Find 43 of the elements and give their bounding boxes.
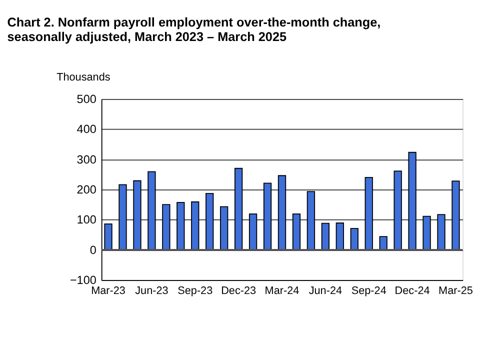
x-tick-label: Mar-24 bbox=[264, 285, 300, 298]
bar bbox=[292, 213, 301, 250]
bar bbox=[437, 214, 446, 250]
bar bbox=[220, 206, 228, 250]
y-tick-label: 200 bbox=[76, 184, 97, 197]
x-tick-label: Dec-24 bbox=[394, 285, 430, 298]
y-axis-title: Thousands bbox=[56, 71, 111, 84]
text: Chart 2. Nonfarm payroll employment over-the-month change, bbox=[7, 16, 381, 30]
bar bbox=[452, 180, 460, 250]
text: seasonally adjusted, March 2023 – March 2025 bbox=[7, 30, 287, 44]
bar bbox=[133, 180, 142, 250]
bar bbox=[394, 170, 402, 250]
bar bbox=[350, 228, 358, 250]
bar bbox=[148, 171, 156, 250]
bar bbox=[422, 216, 431, 250]
bar bbox=[176, 202, 185, 250]
bar bbox=[118, 184, 127, 250]
bar bbox=[263, 182, 272, 250]
x-tick-label: Mar-23 bbox=[91, 285, 126, 298]
bar bbox=[306, 191, 316, 250]
y-tick-label: 300 bbox=[76, 153, 97, 166]
bar bbox=[379, 236, 388, 250]
bar bbox=[248, 213, 258, 250]
x-tick-label: Jun-23 bbox=[135, 285, 168, 298]
x-tick-label: Dec-23 bbox=[221, 285, 256, 298]
x-tick-label: Sep-23 bbox=[178, 285, 213, 298]
bar bbox=[206, 192, 214, 250]
bar bbox=[336, 222, 344, 250]
x-tick-label: Jun-24 bbox=[308, 285, 342, 298]
x-tick-label: Mar-25 bbox=[438, 285, 473, 298]
bar bbox=[408, 152, 416, 250]
x-tick-label: Sep-24 bbox=[351, 285, 386, 298]
bar bbox=[278, 175, 286, 250]
y-tick-label: 0 bbox=[90, 244, 97, 257]
y-tick-label: 400 bbox=[76, 123, 97, 136]
y-tick-label: 500 bbox=[76, 93, 97, 106]
bar bbox=[191, 201, 200, 250]
bar bbox=[321, 222, 330, 250]
bar bbox=[234, 168, 243, 250]
bar bbox=[162, 204, 170, 250]
y-tick-label: 100 bbox=[76, 214, 97, 227]
bar bbox=[364, 176, 373, 250]
y-tick-label: −100 bbox=[70, 274, 97, 288]
